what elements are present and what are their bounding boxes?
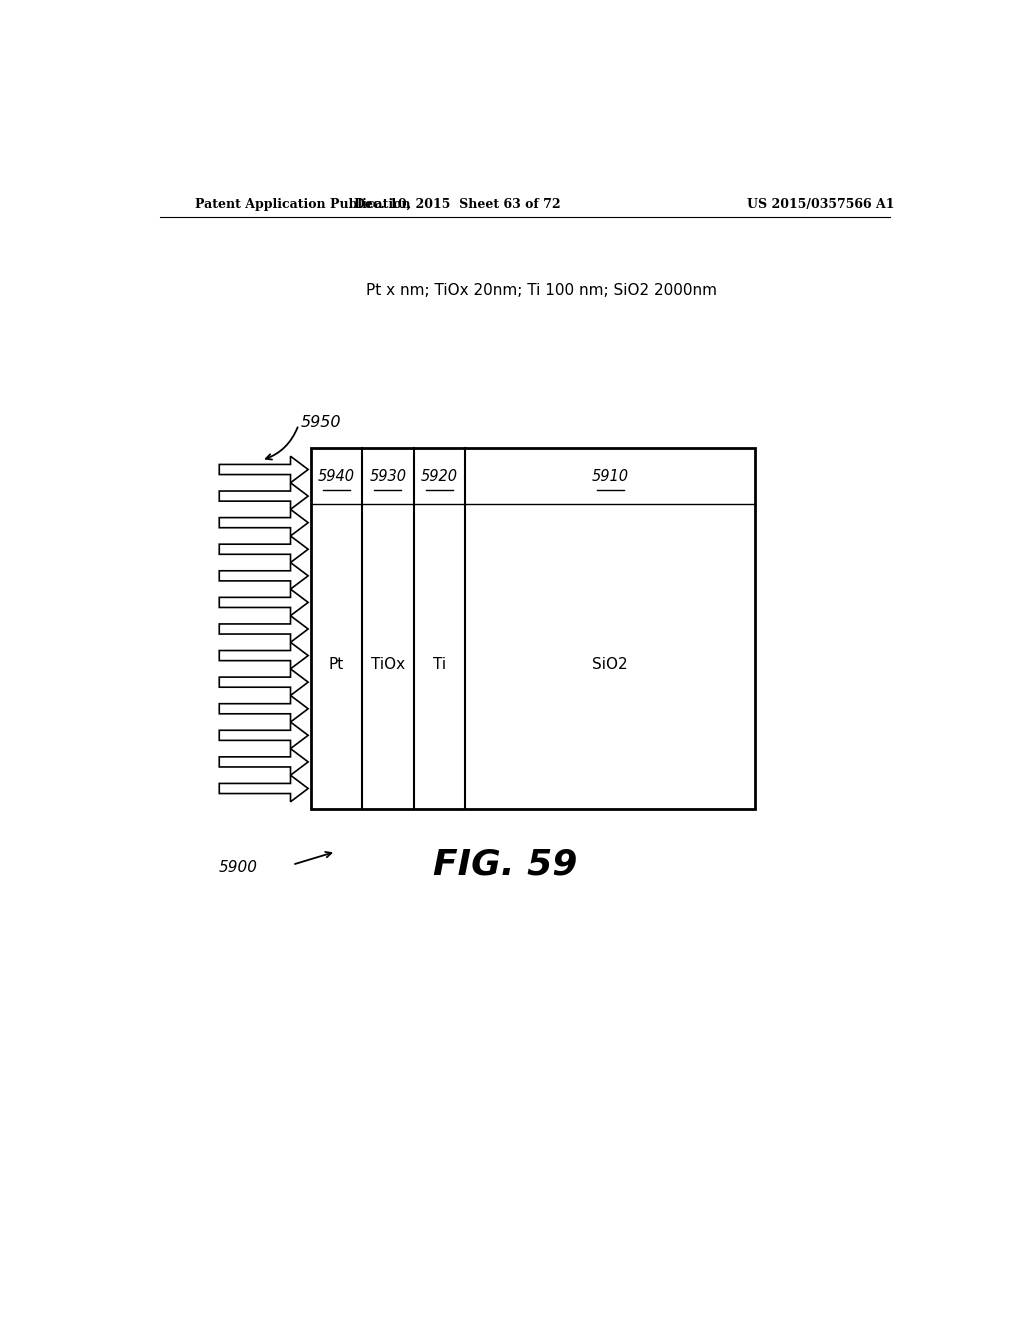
Text: Patent Application Publication: Patent Application Publication	[196, 198, 411, 211]
Text: Pt x nm; TiOx 20nm; Ti 100 nm; SiO2 2000nm: Pt x nm; TiOx 20nm; Ti 100 nm; SiO2 2000…	[367, 282, 717, 298]
Text: FIG. 59: FIG. 59	[433, 847, 578, 882]
Text: 5940: 5940	[317, 469, 355, 483]
Text: Pt: Pt	[329, 657, 344, 672]
Text: Dec. 10, 2015  Sheet 63 of 72: Dec. 10, 2015 Sheet 63 of 72	[354, 198, 561, 211]
Bar	[310, 447, 755, 809]
Text: TiOx: TiOx	[371, 657, 404, 672]
Text: 5910: 5910	[592, 469, 629, 483]
Text: 5920: 5920	[421, 469, 458, 483]
Text: SiO2: SiO2	[592, 657, 628, 672]
Text: US 2015/0357566 A1: US 2015/0357566 A1	[748, 198, 895, 211]
Text: Ti: Ti	[433, 657, 446, 672]
Text: 5900: 5900	[218, 861, 257, 875]
Text: 5930: 5930	[370, 469, 407, 483]
Text: 5950: 5950	[301, 416, 342, 430]
